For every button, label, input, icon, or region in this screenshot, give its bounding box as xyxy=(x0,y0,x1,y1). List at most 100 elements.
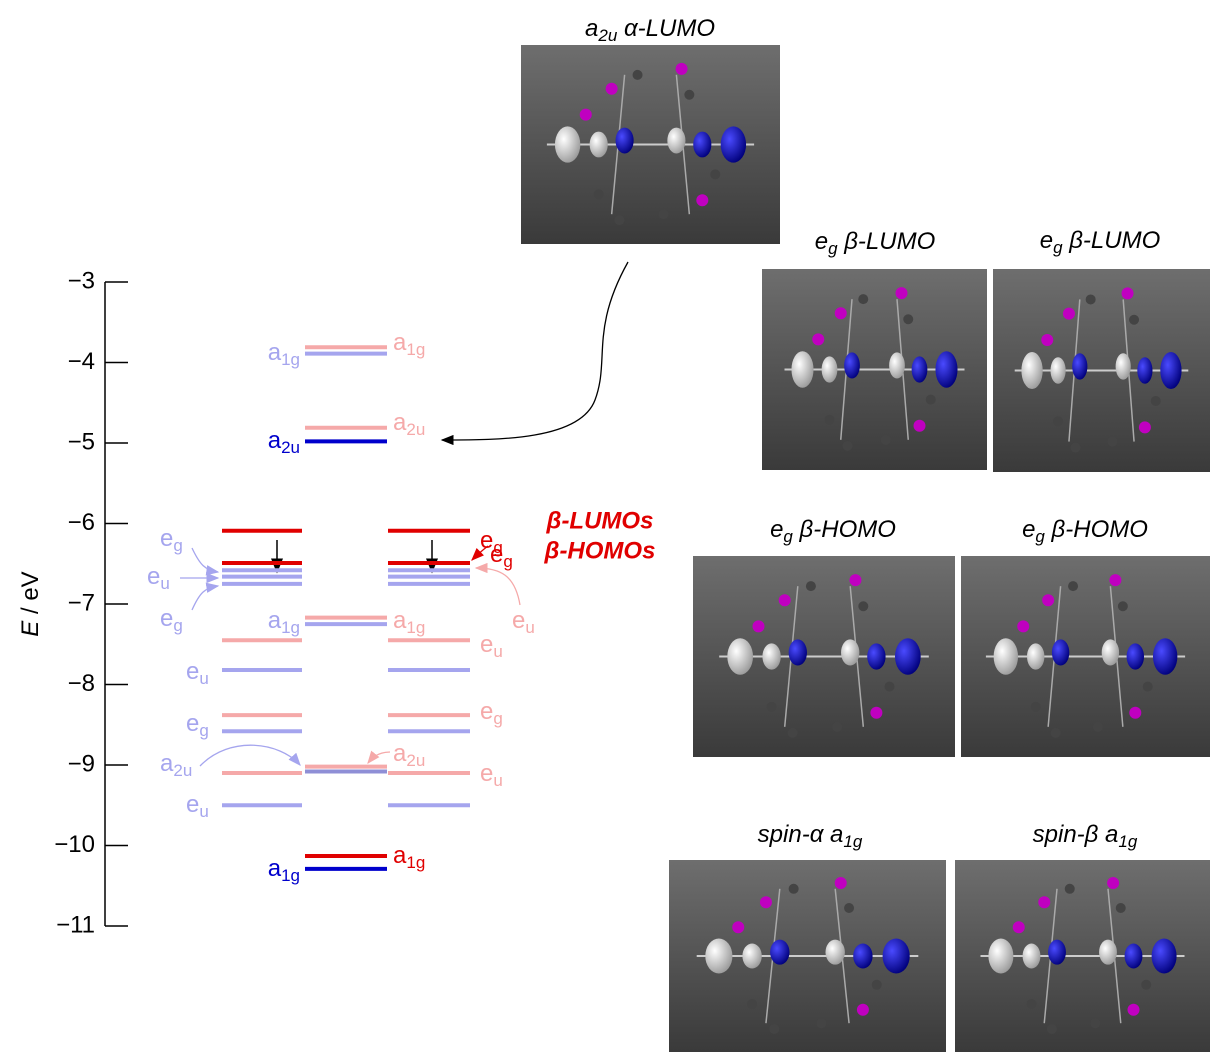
label-arrow xyxy=(192,548,218,572)
atom xyxy=(1065,884,1075,894)
title-post: β-HOMO xyxy=(793,516,896,543)
orbital-lobe xyxy=(1127,643,1144,669)
atom xyxy=(760,896,772,908)
label-sub: 2u xyxy=(406,751,425,770)
atom xyxy=(696,194,708,206)
atom xyxy=(658,209,668,219)
atom xyxy=(753,620,765,632)
label-main: a xyxy=(268,855,282,882)
label-main: a xyxy=(160,750,174,777)
orbital-lobe xyxy=(867,643,885,669)
level-label: eu xyxy=(480,631,503,661)
orbital-lobe xyxy=(705,939,732,974)
title-pre: e xyxy=(815,228,828,255)
atom xyxy=(684,90,694,100)
level-label: eu xyxy=(186,658,209,688)
level-label: eu xyxy=(147,563,170,593)
level-label: a2u xyxy=(393,740,425,770)
atom xyxy=(747,999,757,1009)
orbital-lobe xyxy=(895,638,921,675)
orbital-lobe xyxy=(590,132,608,158)
orbital-lobe xyxy=(1048,940,1066,965)
level-label: eg xyxy=(160,525,183,555)
atom xyxy=(812,333,824,345)
energy-diagram: E / eV β-LUMOs β-HOMOs −3−4−5−6−7−8−9−10… xyxy=(17,262,655,938)
label-main: a xyxy=(268,607,282,634)
atom xyxy=(1090,1018,1100,1028)
level-label: eg xyxy=(490,541,513,571)
label-main: e xyxy=(490,541,503,568)
label-arrow xyxy=(368,752,390,763)
title-pre: e xyxy=(1022,516,1035,543)
orbital-lobe xyxy=(1102,639,1119,665)
orbital-lobe xyxy=(789,639,807,665)
atom xyxy=(710,169,720,179)
panel-title: eg β-HOMO xyxy=(1022,516,1148,546)
label-sub: g xyxy=(199,721,208,740)
orbital-lobe xyxy=(841,639,859,665)
atom xyxy=(1116,903,1126,913)
label-main: e xyxy=(512,607,525,634)
atom xyxy=(896,287,908,299)
title-post: β-LUMO xyxy=(1063,227,1161,254)
label-main: a xyxy=(393,740,407,767)
connector-arrow xyxy=(442,262,628,440)
orbital-lobe xyxy=(762,643,780,669)
label-sub: u xyxy=(493,771,502,790)
atom xyxy=(870,707,882,719)
orbital-lobe xyxy=(1052,639,1069,665)
label-main: a xyxy=(393,409,407,436)
axis-symbol: E xyxy=(17,620,44,637)
orbital-lobe xyxy=(1153,638,1177,675)
atom xyxy=(1093,722,1103,732)
atom xyxy=(1013,921,1025,933)
atom xyxy=(1139,421,1151,433)
atom xyxy=(816,1018,826,1028)
label-sub: u xyxy=(493,642,502,661)
atom xyxy=(1141,980,1151,990)
axis-unit: / eV xyxy=(17,571,44,620)
tick-label: −9 xyxy=(68,750,95,777)
atom xyxy=(1068,581,1078,591)
label-arrow xyxy=(200,745,300,766)
panel-title: spin-β a1g xyxy=(1033,821,1138,851)
atom xyxy=(1042,594,1054,606)
atom xyxy=(1122,287,1134,299)
orbital-lobe xyxy=(770,940,789,965)
label-main: a xyxy=(268,339,282,366)
orbital-lobe xyxy=(822,356,838,382)
atom xyxy=(806,581,816,591)
orbital-lobe xyxy=(693,132,711,158)
tick-label: −8 xyxy=(68,670,95,697)
tick-label: −6 xyxy=(68,509,95,536)
orbital-lobe xyxy=(844,352,860,378)
orbital-lobe xyxy=(826,940,845,965)
label-main: a xyxy=(393,842,407,869)
atom xyxy=(580,109,592,121)
atom xyxy=(843,441,853,451)
atom xyxy=(1038,896,1050,908)
level-label: a1g xyxy=(393,329,425,359)
panel-title: spin-α a1g xyxy=(758,821,863,851)
atom xyxy=(614,215,624,225)
mo-diagram: a2u α-LUMOeg β-LUMOeg β-LUMOeg β-HOMOeg … xyxy=(0,0,1211,1052)
label-main: e xyxy=(186,791,199,818)
orbital-lobe xyxy=(791,351,813,388)
panel-title: eg β-HOMO xyxy=(770,516,896,546)
atom xyxy=(789,884,799,894)
label-sub: g xyxy=(503,552,512,571)
orbital-lobe xyxy=(988,939,1013,974)
orbital-lobe xyxy=(721,126,746,162)
orbital-lobe xyxy=(1099,940,1117,965)
label-main: e xyxy=(480,760,493,787)
title-post: α-LUMO xyxy=(617,15,715,42)
panel-title: eg β-LUMO xyxy=(815,228,936,258)
atom xyxy=(1129,707,1141,719)
tick-label: −11 xyxy=(56,911,95,938)
atom xyxy=(857,1004,869,1016)
orbital-lobe xyxy=(883,939,910,974)
label-sub: 1g xyxy=(406,340,425,359)
label-sub: u xyxy=(525,618,534,637)
axis-label: E / eV xyxy=(17,571,44,636)
level-label: a1g xyxy=(268,339,300,369)
